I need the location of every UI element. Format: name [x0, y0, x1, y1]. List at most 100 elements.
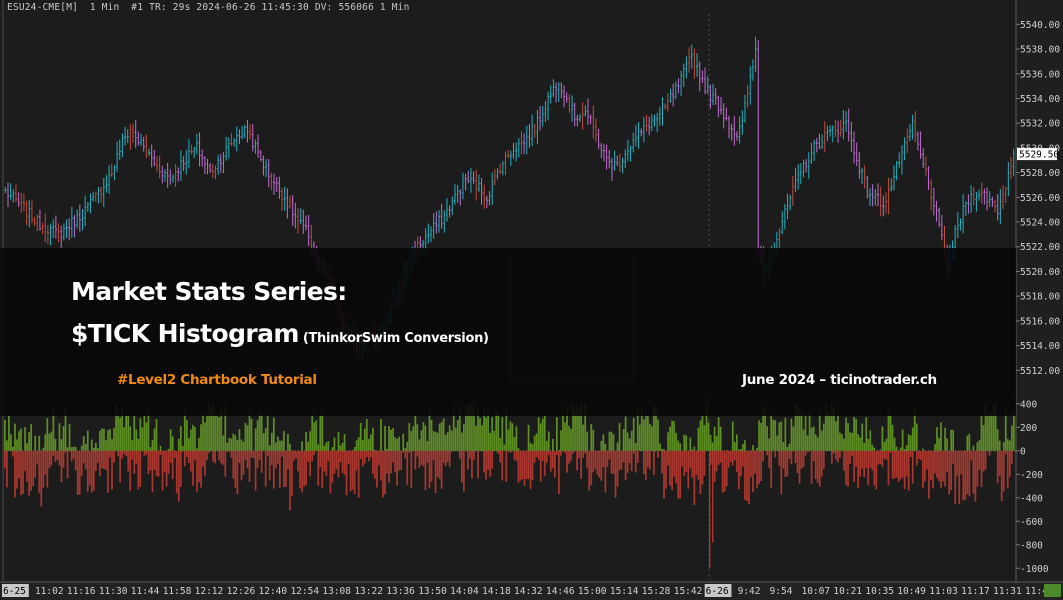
histogram-bar-negative — [305, 450, 307, 486]
histogram-bar-positive — [513, 436, 516, 451]
histogram-bar-negative — [576, 450, 578, 471]
histogram-bar-negative — [285, 450, 287, 487]
histogram-bar — [268, 445, 271, 481]
histogram-bar-negative — [171, 450, 174, 480]
histogram-bar — [92, 447, 95, 491]
histogram-bar — [689, 437, 692, 469]
histogram-bar-negative — [398, 450, 401, 471]
histogram-bar — [560, 430, 562, 456]
histogram-bar — [824, 403, 827, 451]
histogram-bar-negative — [812, 450, 815, 462]
histogram-bar-negative — [533, 450, 536, 463]
histogram-bar-negative — [744, 450, 746, 500]
price-tick-label: 5528.00 — [1020, 168, 1060, 179]
histogram-bar-positive — [481, 425, 483, 451]
candle-bar — [666, 93, 669, 112]
candle-bar — [650, 114, 653, 132]
histogram-bar-positive — [404, 448, 407, 451]
histogram-bar — [46, 418, 49, 488]
histogram-bar-negative — [541, 450, 544, 461]
histogram-bar-negative — [177, 450, 180, 502]
histogram-bar-negative — [477, 450, 479, 479]
histogram-bar — [748, 450, 750, 505]
histogram-bar-negative — [527, 450, 530, 480]
histogram-bar-negative — [667, 450, 669, 466]
histogram-bar-positive — [331, 447, 334, 451]
candle-bar — [608, 149, 611, 169]
histogram-bar-negative — [133, 450, 136, 474]
histogram-bar-negative — [420, 450, 423, 465]
histogram-bar-positive — [260, 415, 263, 451]
histogram-bar-positive — [408, 423, 411, 451]
histogram-bar — [580, 403, 582, 479]
histogram-bar-positive — [535, 433, 538, 451]
histogram-bar — [859, 437, 862, 477]
time-axis-label: 12:40 — [259, 586, 288, 597]
histogram-bar — [685, 435, 688, 472]
candle-bar — [656, 112, 659, 133]
histogram-bar — [612, 434, 615, 475]
histogram-bar-negative — [248, 450, 251, 482]
histogram-bar — [806, 435, 809, 453]
histogram-bar — [188, 438, 190, 463]
histogram-bar — [1010, 425, 1013, 464]
histogram-bar-negative — [873, 450, 876, 486]
histogram-bar-positive — [208, 403, 210, 451]
histogram-bar — [843, 438, 845, 471]
histogram-bar-positive — [784, 417, 787, 451]
histogram-bar — [628, 438, 631, 464]
histogram-bar — [396, 438, 398, 486]
candle-bar — [116, 141, 119, 173]
histogram-bar — [109, 429, 111, 458]
histogram-bar-positive — [355, 440, 358, 451]
histogram-bar-negative — [444, 450, 447, 467]
histogram-bar — [242, 441, 245, 476]
candle-bar — [648, 116, 651, 136]
candle-bar — [610, 157, 613, 181]
histogram-bar — [699, 420, 702, 495]
candle-bar — [291, 195, 294, 226]
histogram-bar-positive — [503, 444, 506, 451]
histogram-bar-negative — [127, 450, 130, 472]
histogram-bar — [808, 412, 811, 451]
histogram-bar-positive — [907, 434, 910, 451]
candle-bar — [669, 88, 672, 103]
histogram-bar-positive — [70, 447, 73, 451]
histogram-bar-negative — [343, 450, 346, 476]
histogram-bar-positive — [804, 414, 807, 451]
histogram-bar — [303, 450, 305, 487]
histogram-bar-positive — [440, 422, 443, 451]
histogram-bar-negative — [703, 450, 706, 476]
histogram-bar-positive — [768, 438, 771, 451]
histogram-bar — [509, 421, 512, 453]
histogram-bar — [863, 442, 866, 478]
candle-bar — [994, 199, 997, 213]
candle-bar — [531, 114, 534, 147]
histogram-bar-negative — [972, 450, 975, 494]
histogram-bar-positive — [576, 403, 578, 451]
candle-bar — [549, 85, 552, 104]
histogram-bar-positive — [822, 423, 825, 451]
histogram-bar-positive — [115, 403, 117, 451]
candle-bar — [831, 125, 834, 143]
histogram-bar-negative — [996, 450, 999, 484]
histogram-bar-positive — [343, 434, 346, 451]
price-tick-label: 5516.00 — [1020, 316, 1060, 327]
histogram-bar-positive — [139, 418, 142, 451]
histogram-bar — [879, 449, 882, 465]
histogram-bar-negative — [359, 450, 362, 460]
candle-bar — [206, 158, 209, 175]
histogram-bar — [618, 423, 621, 471]
histogram-bar-negative — [149, 450, 152, 471]
histogram-bar — [826, 411, 829, 451]
histogram-bar-negative — [432, 450, 435, 461]
histogram-bar — [208, 403, 210, 454]
candle-bar — [36, 214, 39, 231]
time-axis-label: 14:04 — [450, 586, 479, 597]
histogram-bar — [503, 444, 506, 451]
histogram-bar-negative — [958, 450, 961, 505]
histogram-bar — [604, 443, 607, 493]
histogram-bar — [357, 437, 360, 498]
histogram-bar — [254, 428, 257, 491]
